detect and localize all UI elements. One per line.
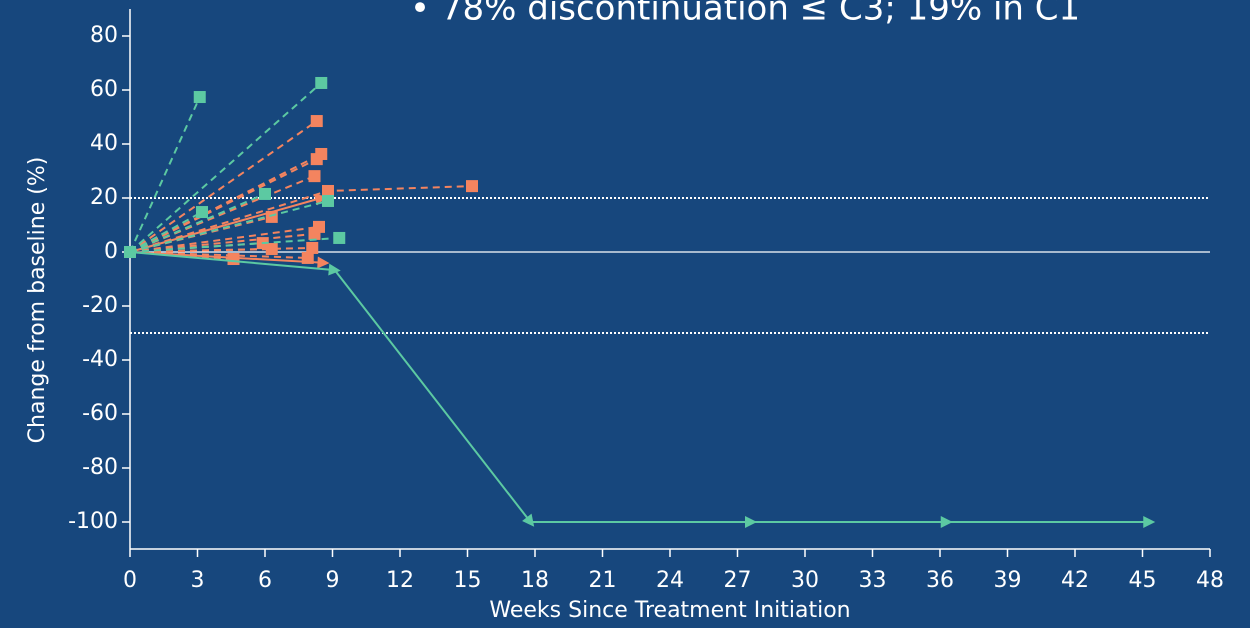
x-tick-label: 21 bbox=[589, 568, 617, 593]
y-tick-label: -100 bbox=[68, 509, 118, 534]
y-tick-label: -60 bbox=[82, 401, 118, 426]
point-marker bbox=[265, 243, 278, 256]
y-axis-label: Change from baseline (%) bbox=[25, 157, 50, 444]
y-tick-label: 0 bbox=[104, 239, 118, 264]
x-tick-label: 48 bbox=[1196, 568, 1224, 593]
x-tick-label: 24 bbox=[656, 568, 684, 593]
point-marker bbox=[259, 187, 271, 200]
series-line bbox=[129, 251, 1150, 523]
x-tick-label: 36 bbox=[926, 568, 954, 593]
y-tick-label: 40 bbox=[90, 131, 118, 156]
x-axis-label: Weeks Since Treatment Initiation bbox=[489, 598, 850, 623]
y-tick-label: 20 bbox=[90, 185, 118, 210]
x-tick-label: 42 bbox=[1061, 568, 1089, 593]
y-tick-label: -80 bbox=[82, 455, 118, 480]
x-tick-label: 30 bbox=[791, 568, 819, 593]
x-tick-label: 6 bbox=[258, 568, 272, 593]
series-line bbox=[129, 251, 324, 264]
x-tick-label: 0 bbox=[123, 568, 137, 593]
series-line bbox=[129, 185, 473, 253]
point-marker bbox=[322, 194, 334, 207]
series-line bbox=[129, 82, 322, 253]
chart-title: • 78% discontinuation ≤ C3; 19% in C1 bbox=[410, 0, 1080, 29]
point-marker bbox=[193, 91, 206, 104]
series-line bbox=[129, 120, 318, 253]
point-marker bbox=[333, 231, 346, 244]
series-line bbox=[129, 225, 320, 253]
y-tick-label: -40 bbox=[82, 347, 118, 372]
point-marker bbox=[315, 76, 328, 89]
y-tick-label: -20 bbox=[82, 293, 118, 318]
point-marker bbox=[310, 153, 323, 166]
series-line bbox=[129, 175, 315, 253]
series-line bbox=[129, 193, 266, 253]
x-tick-label: 45 bbox=[1129, 568, 1157, 593]
x-tick-label: 18 bbox=[521, 568, 549, 593]
arrow-marker bbox=[328, 263, 341, 276]
y-tick-label: 80 bbox=[90, 23, 118, 48]
point-marker bbox=[308, 170, 321, 183]
point-marker bbox=[310, 115, 323, 128]
x-tick-label: 3 bbox=[191, 568, 205, 593]
x-tick-label: 9 bbox=[326, 568, 340, 593]
point-marker bbox=[196, 206, 208, 219]
x-tick-label: 12 bbox=[386, 568, 414, 593]
series-line bbox=[129, 236, 340, 253]
x-tick-label: 27 bbox=[724, 568, 752, 593]
series-line bbox=[129, 200, 329, 253]
arrow-marker bbox=[317, 256, 330, 269]
series-line bbox=[129, 211, 203, 253]
point-marker bbox=[308, 227, 321, 240]
arrow-marker bbox=[522, 513, 535, 527]
series-line bbox=[129, 96, 201, 253]
arrow-marker bbox=[1143, 516, 1156, 528]
y-tick-label: 60 bbox=[90, 77, 118, 102]
point-marker bbox=[466, 180, 478, 193]
x-tick-label: 15 bbox=[454, 568, 482, 593]
x-tick-label: 33 bbox=[859, 568, 887, 593]
point-marker bbox=[306, 241, 319, 254]
x-tick-label: 39 bbox=[994, 568, 1022, 593]
point-marker bbox=[124, 246, 136, 258]
series-line bbox=[129, 197, 322, 253]
point-marker bbox=[322, 184, 334, 197]
arrow-marker bbox=[745, 516, 757, 528]
arrow-marker bbox=[940, 516, 953, 528]
series-line bbox=[129, 158, 318, 253]
